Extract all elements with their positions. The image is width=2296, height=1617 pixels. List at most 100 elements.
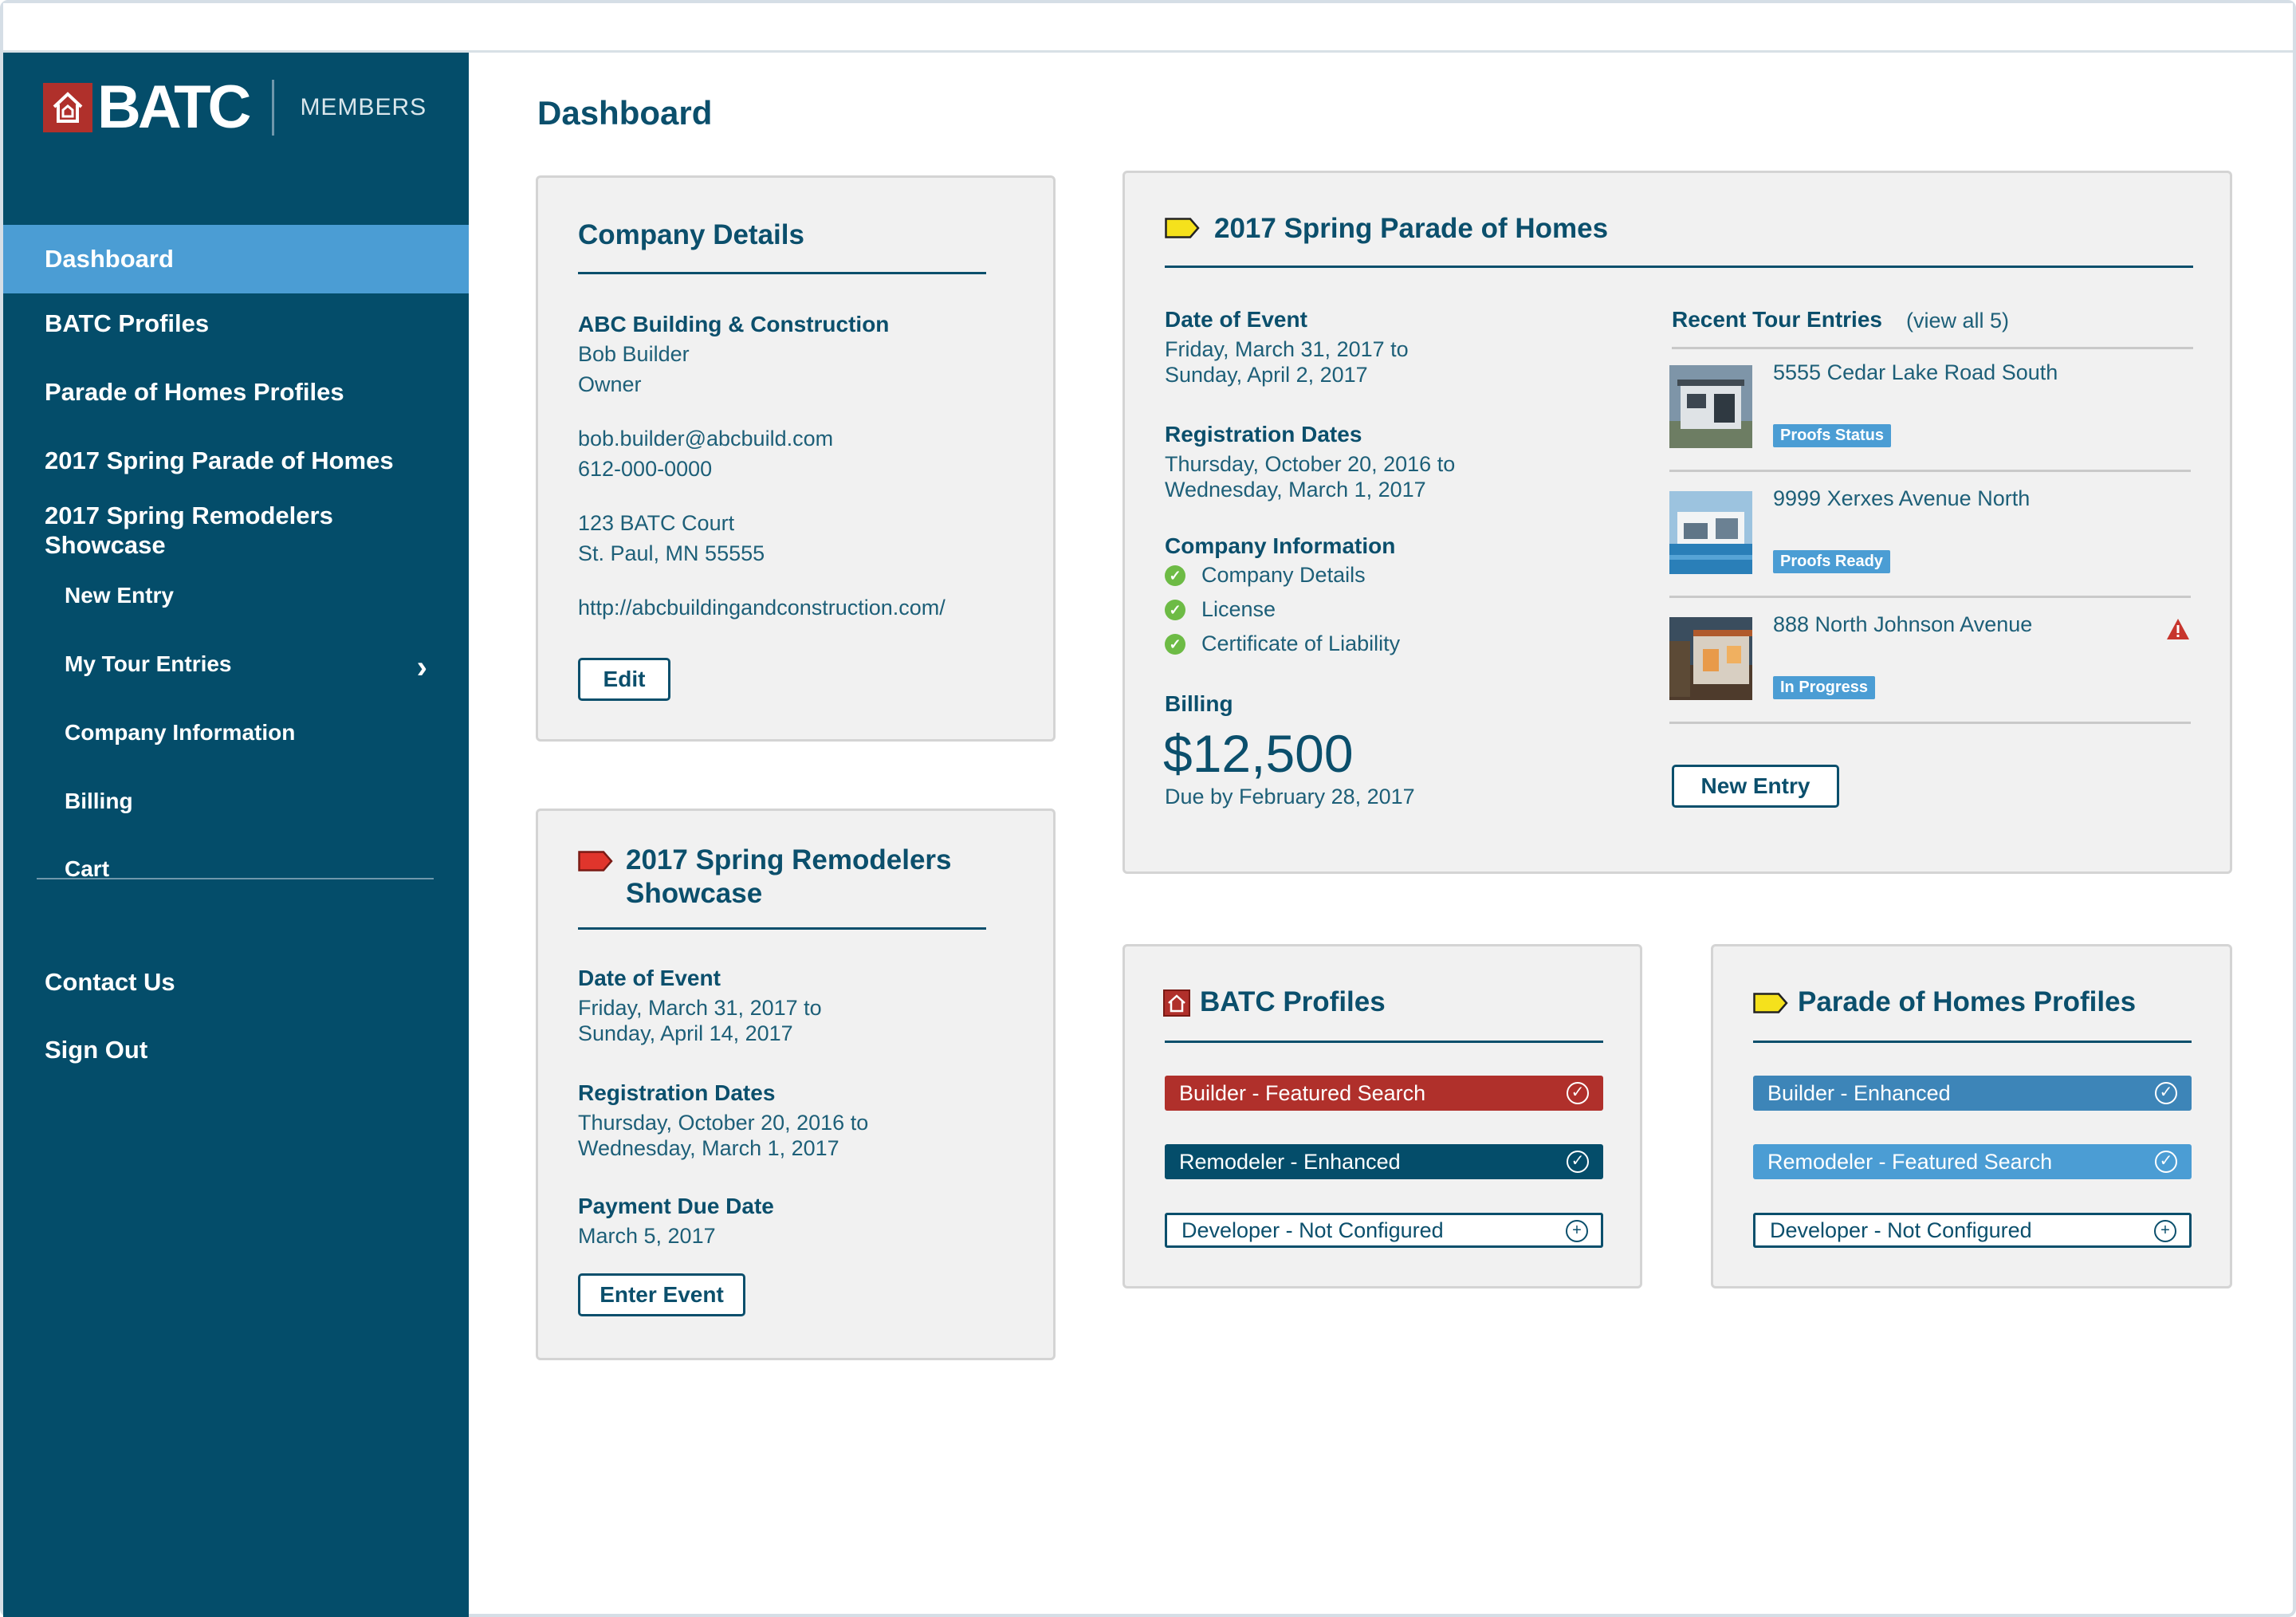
sidebar-item-contact-us[interactable]: Contact Us <box>45 968 175 996</box>
card-divider <box>1165 266 2193 268</box>
sidebar-subitem-billing[interactable]: Billing <box>65 789 133 813</box>
profile-remodeler-enhanced[interactable]: Remodeler - Enhanced ✓ <box>1165 1144 1603 1179</box>
logo[interactable]: BATC MEMBERS <box>43 73 427 141</box>
profile-builder-enhanced[interactable]: Builder - Enhanced ✓ <box>1753 1076 2192 1111</box>
event-date-label: Date of Event <box>1165 307 1307 332</box>
card-title: BATC Profiles <box>1200 986 1386 1017</box>
registration-line2: Wednesday, March 1, 2017 <box>1165 478 1426 502</box>
website-link[interactable]: http://abcbuildingandconstruction.com/ <box>578 596 946 620</box>
entries-divider <box>1672 347 2193 349</box>
registration-line1: Thursday, October 20, 2016 to <box>1165 452 1456 476</box>
contact-name: Bob Builder <box>578 342 690 366</box>
card-title-line2: Showcase <box>626 878 763 909</box>
company-name: ABC Building & Construction <box>578 312 890 336</box>
tour-entry[interactable]: 5555 Cedar Lake Road South Proofs Status <box>1669 346 2191 472</box>
company-info-item: Company Details <box>1201 563 1366 587</box>
card-divider <box>578 927 986 930</box>
billing-due: Due by February 28, 2017 <box>1165 785 1415 808</box>
logo-divider <box>272 80 275 136</box>
red-tag-icon <box>578 851 613 871</box>
logo-text: BATC <box>97 73 251 141</box>
card-divider <box>1753 1041 2192 1043</box>
company-info-item: License <box>1201 597 1276 621</box>
event-date-line1: Friday, March 31, 2017 to <box>578 996 822 1020</box>
spring-parade-card: 2017 Spring Parade of Homes Date of Even… <box>1122 171 2232 874</box>
sidebar-subitem-company-information[interactable]: Company Information <box>65 720 296 745</box>
card-title: 2017 Spring Parade of Homes <box>1214 213 1609 244</box>
new-entry-button[interactable]: New Entry <box>1672 765 1839 808</box>
sidebar-divider <box>37 878 434 879</box>
yellow-tag-icon <box>1753 993 1788 1013</box>
contact-email: bob.builder@abcbuild.com <box>578 427 834 450</box>
contact-phone: 612-000-0000 <box>578 457 713 481</box>
company-info-item: Certificate of Liability <box>1201 631 1401 655</box>
profile-label: Builder - Featured Search <box>1179 1080 1426 1105</box>
sidebar-item-batc-profiles[interactable]: BATC Profiles <box>45 309 210 337</box>
edit-button[interactable]: Edit <box>578 658 670 701</box>
event-date-line2: Sunday, April 14, 2017 <box>578 1021 793 1045</box>
card-title: Company Details <box>578 219 804 250</box>
billing-amount: $12,500 <box>1163 724 1354 783</box>
view-all-link[interactable]: (view all 5) <box>1906 309 2010 332</box>
browser-top-bar <box>3 3 2293 53</box>
registration-line1: Thursday, October 20, 2016 to <box>578 1111 869 1135</box>
payment-due-label: Payment Due Date <box>578 1194 774 1218</box>
card-title: Parade of Homes Profiles <box>1798 986 2137 1017</box>
status-badge: In Progress <box>1773 676 1876 699</box>
registration-label: Registration Dates <box>1165 422 1362 447</box>
remodelers-showcase-card: 2017 Spring Remodelers Showcase Date of … <box>536 808 1056 1360</box>
house-icon <box>43 83 92 132</box>
yellow-tag-icon <box>1165 218 1200 238</box>
sidebar-item-sign-out[interactable]: Sign Out <box>45 1036 148 1064</box>
warning-icon <box>2167 619 2189 639</box>
sidebar-subitem-my-tour-entries[interactable]: My Tour Entries › <box>3 650 469 685</box>
check-circle-icon: ✓ <box>2155 1082 2177 1104</box>
check-circle-icon: ✓ <box>1567 1151 1589 1173</box>
check-circle-icon: ✓ <box>2155 1151 2177 1173</box>
plus-circle-icon: + <box>2154 1220 2176 1242</box>
parade-profiles-card: Parade of Homes Profiles Builder - Enhan… <box>1711 944 2232 1288</box>
profile-developer-not-configured[interactable]: Developer - Not Configured + <box>1165 1213 1603 1248</box>
recent-entries-label: Recent Tour Entries <box>1672 307 1882 332</box>
entry-address: 5555 Cedar Lake Road South <box>1773 360 2058 384</box>
status-badge: Proofs Status <box>1773 424 1892 447</box>
batc-profiles-card: BATC Profiles Builder - Featured Search … <box>1122 944 1642 1288</box>
profile-developer-not-configured[interactable]: Developer - Not Configured + <box>1753 1213 2192 1248</box>
address-line2: St. Paul, MN 55555 <box>578 541 765 565</box>
card-divider <box>1165 1041 1603 1043</box>
sidebar-subitem-cart[interactable]: Cart <box>65 856 110 881</box>
event-date-line2: Sunday, April 2, 2017 <box>1165 363 1368 387</box>
sidebar-subitem-new-entry[interactable]: New Entry <box>65 583 174 608</box>
company-info-label: Company Information <box>1165 533 1396 558</box>
registration-line2: Wednesday, March 1, 2017 <box>578 1136 839 1160</box>
address-line1: 123 BATC Court <box>578 511 735 535</box>
house-thumbnail <box>1669 491 1752 574</box>
entry-address: 888 North Johnson Avenue <box>1773 612 2033 636</box>
event-date-line1: Friday, March 31, 2017 to <box>1165 337 1409 361</box>
profile-builder-featured[interactable]: Builder - Featured Search ✓ <box>1165 1076 1603 1111</box>
chevron-right-icon: › <box>416 650 427 685</box>
profile-label: Remodeler - Featured Search <box>1767 1149 2053 1174</box>
profile-remodeler-featured[interactable]: Remodeler - Featured Search ✓ <box>1753 1144 2192 1179</box>
batc-logo-icon <box>1163 989 1190 1017</box>
sidebar-item-dashboard[interactable]: Dashboard <box>3 225 469 293</box>
profile-label: Builder - Enhanced <box>1767 1080 1951 1105</box>
sidebar-item-spring-parade[interactable]: 2017 Spring Parade of Homes <box>45 447 394 474</box>
plus-circle-icon: + <box>1566 1220 1588 1242</box>
check-icon: ✓ <box>1165 600 1185 620</box>
tour-entry[interactable]: 9999 Xerxes Avenue North Proofs Ready <box>1669 472 2191 598</box>
sidebar-item-remodelers-showcase[interactable]: 2017 Spring Remodelers Showcase <box>45 502 333 559</box>
sidebar-item-parade-profiles[interactable]: Parade of Homes Profiles <box>45 378 344 406</box>
enter-event-button[interactable]: Enter Event <box>578 1273 745 1316</box>
sidebar: BATC MEMBERS Dashboard BATC Profiles Par… <box>3 53 469 1617</box>
profile-label: Developer - Not Configured <box>1181 1218 1444 1242</box>
payment-due-date: March 5, 2017 <box>578 1224 716 1248</box>
profile-label: Remodeler - Enhanced <box>1179 1149 1401 1174</box>
house-thumbnail <box>1669 365 1752 448</box>
tour-entry[interactable]: 888 North Johnson Avenue In Progress <box>1669 598 2191 724</box>
check-icon: ✓ <box>1165 565 1185 586</box>
profile-label: Developer - Not Configured <box>1770 1218 2032 1242</box>
logo-subtitle: MEMBERS <box>300 94 427 120</box>
contact-role: Owner <box>578 372 642 396</box>
